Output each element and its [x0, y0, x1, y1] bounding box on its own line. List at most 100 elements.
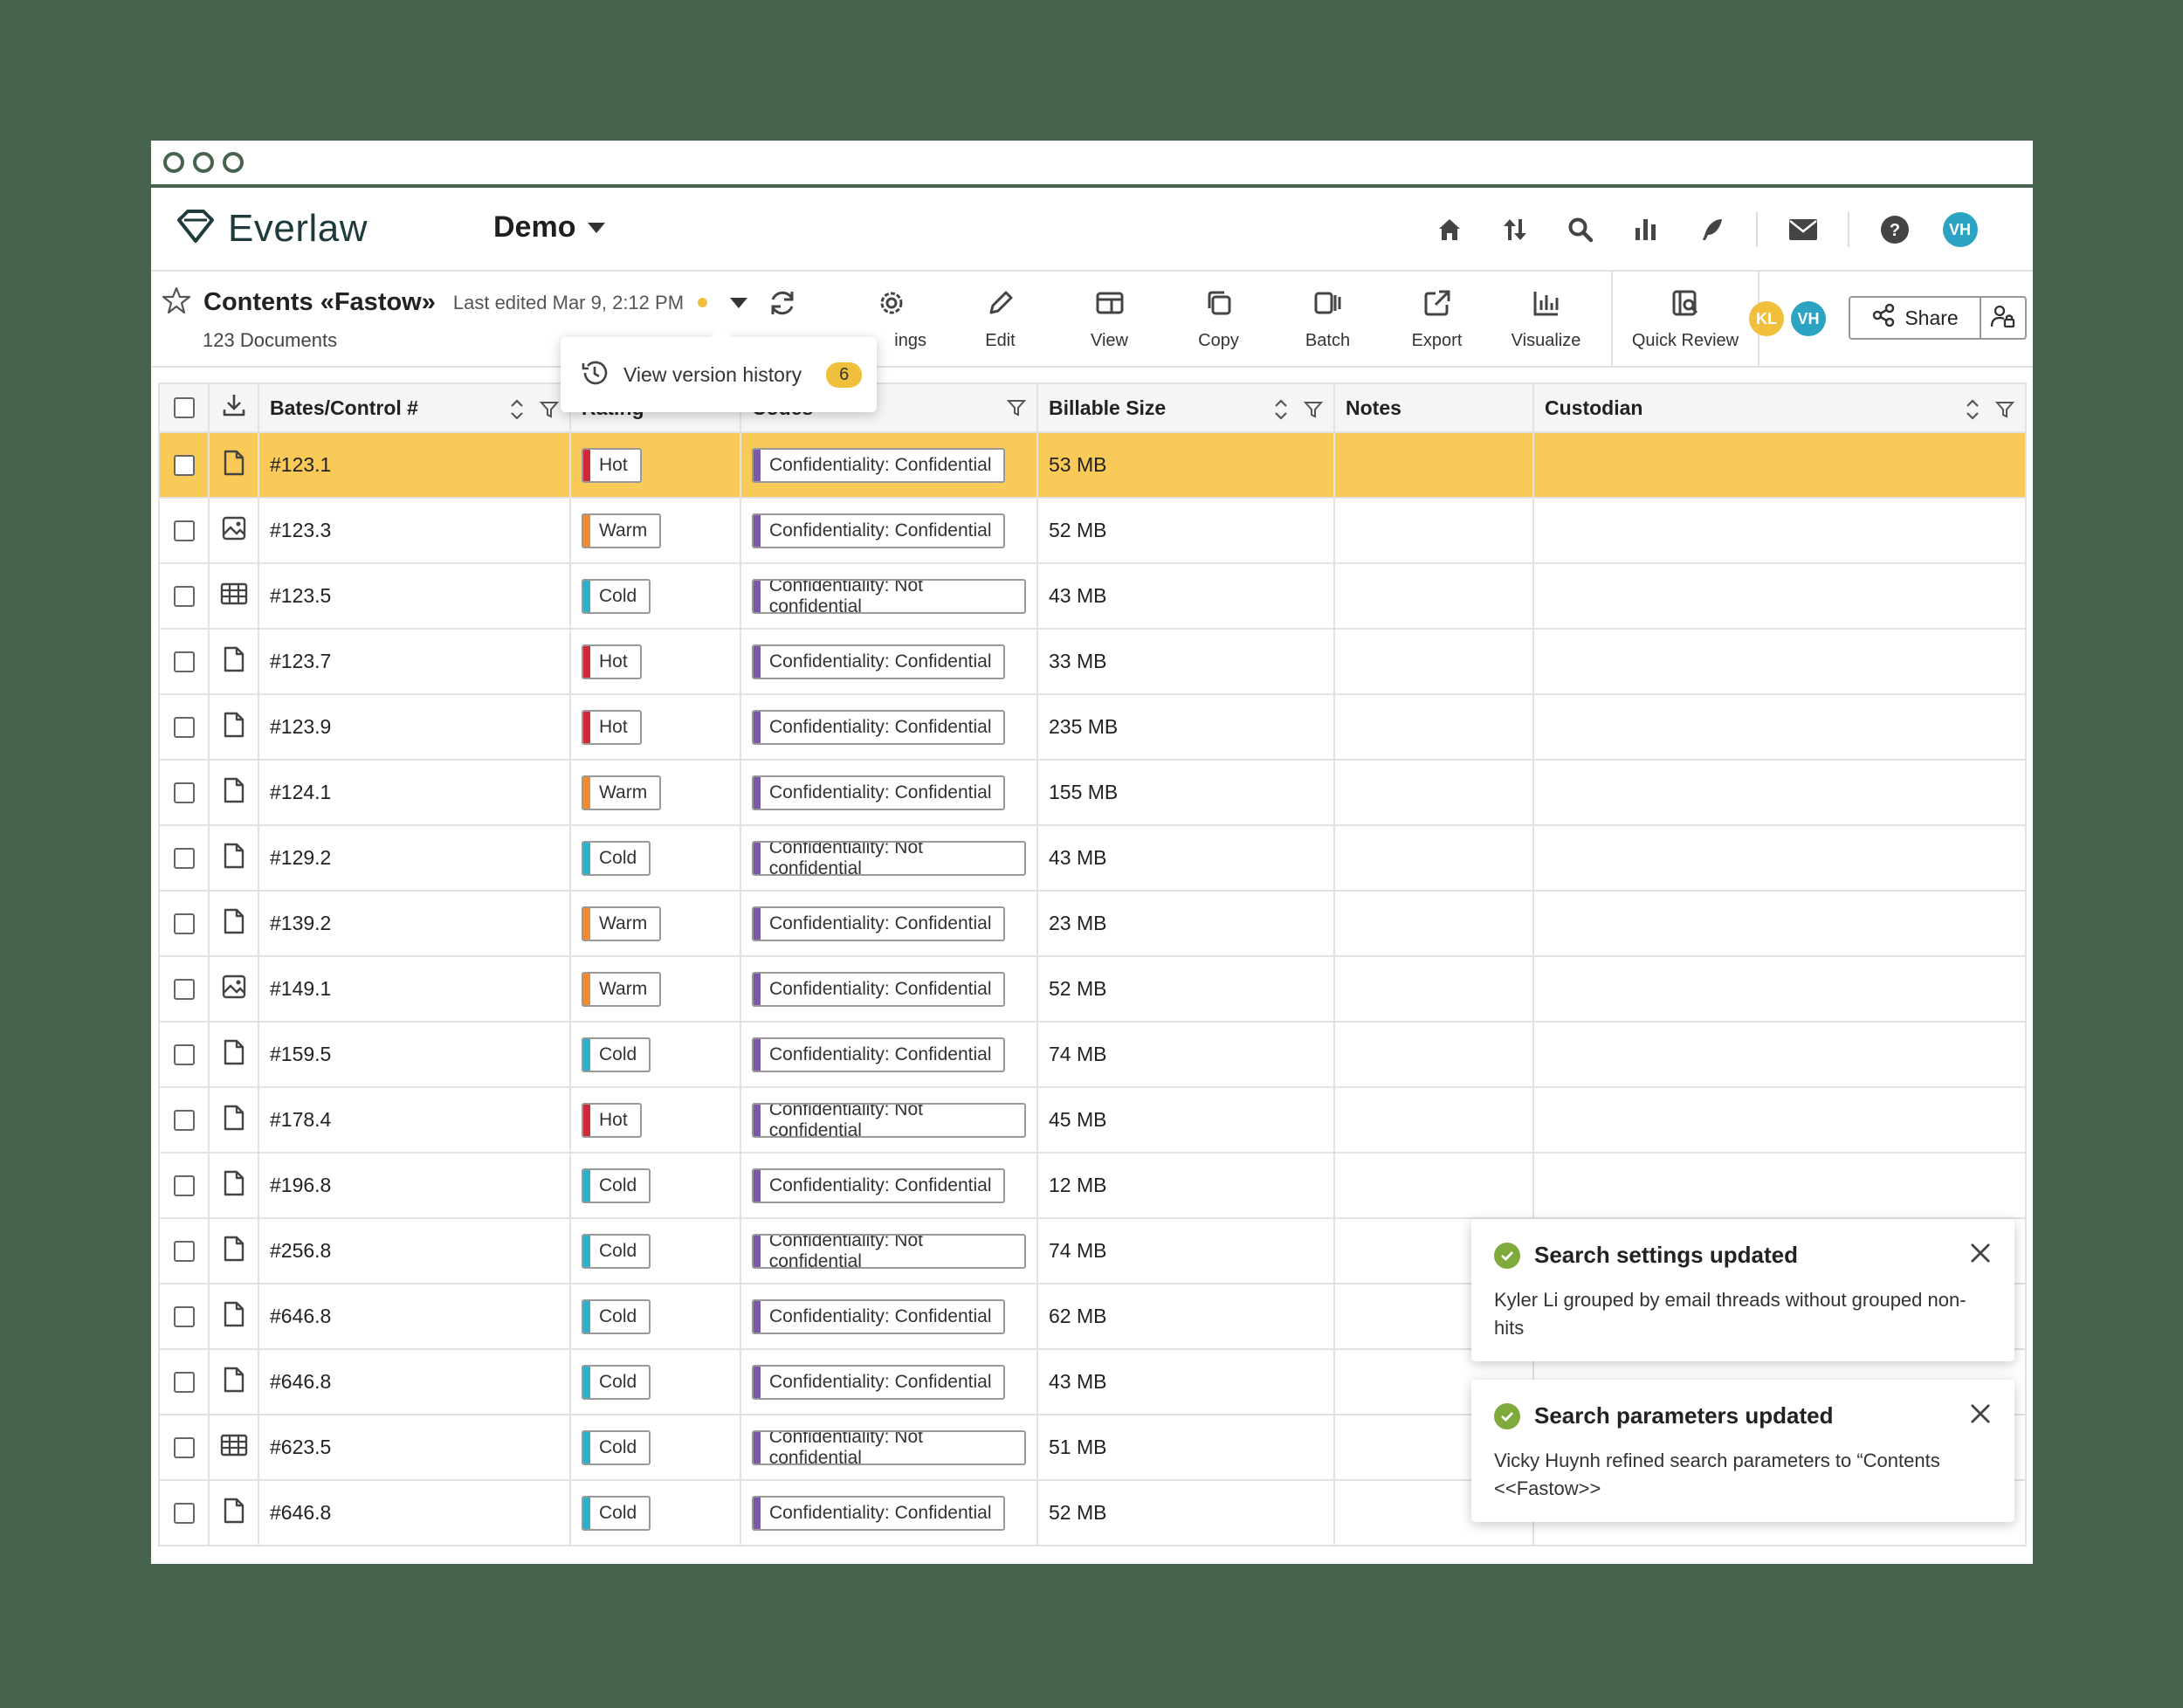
table-row[interactable]: #149.1 Warm Confidentiality: Confidential 5… [158, 957, 2027, 1023]
code-tag[interactable]: Confidentiality: Confidential [752, 1495, 1006, 1531]
table-row[interactable]: #646.8 Cold Confidentiality: Confidential 6… [158, 1284, 2027, 1350]
notes-cell[interactable] [1333, 957, 1532, 1021]
bates-cell[interactable]: #178.4 [258, 1088, 569, 1152]
bates-cell[interactable]: #646.8 [258, 1481, 569, 1545]
permissions-button[interactable] [1981, 298, 2025, 338]
rating-tag[interactable]: Cold [582, 1495, 651, 1531]
rating-cell[interactable]: Hot [569, 433, 740, 497]
code-tag[interactable]: Confidentiality: Confidential [752, 709, 1006, 745]
code-tag[interactable]: Confidentiality: Confidential [752, 447, 1006, 483]
rating-cell[interactable]: Cold [569, 1350, 740, 1414]
filter-icon[interactable] [1303, 400, 1324, 424]
row-checkbox[interactable] [173, 716, 195, 738]
codes-cell[interactable]: Confidentiality: Confidential [740, 892, 1036, 955]
row-checkbox[interactable] [173, 651, 195, 672]
bates-cell[interactable]: #623.5 [258, 1415, 569, 1479]
notes-cell[interactable] [1333, 1350, 1532, 1414]
notes-cell[interactable] [1333, 1154, 1532, 1217]
sort-toggle-icon[interactable] [1274, 398, 1288, 426]
filter-icon[interactable] [1006, 398, 1027, 423]
code-tag[interactable]: Confidentiality: Not confidential [752, 1233, 1026, 1269]
rating-cell[interactable]: Hot [569, 1088, 740, 1152]
share-button[interactable]: Share [1850, 298, 1981, 338]
close-icon[interactable] [1969, 1402, 1992, 1429]
rating-tag[interactable]: Cold [582, 840, 651, 876]
rating-tag[interactable]: Hot [582, 709, 642, 745]
table-row[interactable]: #123.9 Hot Confidentiality: Confidential 23… [158, 695, 2027, 761]
table-row[interactable]: #196.8 Cold Confidentiality: Confidential 1… [158, 1154, 2027, 1219]
rating-cell[interactable]: Warm [569, 761, 740, 824]
export-button[interactable]: Export [1382, 272, 1491, 366]
codes-cell[interactable]: Confidentiality: Confidential [740, 957, 1036, 1021]
table-row[interactable]: #646.8 Cold Confidentiality: Confidential 5… [158, 1481, 2027, 1546]
code-tag[interactable]: Confidentiality: Not confidential [752, 840, 1026, 876]
custodian-cell[interactable] [1532, 1023, 2027, 1086]
code-tag[interactable]: Confidentiality: Not confidential [752, 1102, 1026, 1138]
edit-button[interactable]: Edit [946, 272, 1055, 366]
table-row[interactable]: #178.4 Hot Confidentiality: Not confidenti… [158, 1088, 2027, 1154]
view-button[interactable]: View [1055, 272, 1164, 366]
bar-chart-icon[interactable] [1613, 210, 1678, 249]
window-control-maximize[interactable] [223, 152, 244, 173]
row-checkbox[interactable] [173, 520, 195, 541]
window-control-minimize[interactable] [193, 152, 214, 173]
code-tag[interactable]: Confidentiality: Confidential [752, 906, 1006, 941]
code-tag[interactable]: Confidentiality: Not confidential [752, 578, 1026, 614]
code-tag[interactable]: Confidentiality: Confidential [752, 971, 1006, 1007]
rating-tag[interactable]: Cold [582, 1429, 651, 1465]
column-header-size[interactable]: Billable Size [1036, 384, 1333, 431]
notes-cell[interactable] [1333, 433, 1532, 497]
rating-tag[interactable]: Warm [582, 513, 662, 548]
table-row[interactable]: #623.5 Cold Confidentiality: Not confident… [158, 1415, 2027, 1481]
rating-cell[interactable]: Cold [569, 1481, 740, 1545]
table-row[interactable]: #256.8 Cold Confidentiality: Not confident… [158, 1219, 2027, 1284]
table-row[interactable]: #123.1 Hot Confidentiality: Confidential 53… [158, 433, 2027, 499]
rating-tag[interactable]: Warm [582, 775, 662, 810]
user-avatar[interactable]: VH [1927, 210, 1993, 249]
rating-tag[interactable]: Warm [582, 971, 662, 1007]
row-checkbox[interactable] [173, 1502, 195, 1524]
bates-cell[interactable]: #129.2 [258, 826, 569, 890]
mail-icon[interactable] [1770, 210, 1835, 249]
rating-cell[interactable]: Hot [569, 630, 740, 693]
rating-tag[interactable]: Cold [582, 578, 651, 614]
rating-tag[interactable]: Cold [582, 1037, 651, 1072]
table-row[interactable]: #139.2 Warm Confidentiality: Confidential 2… [158, 892, 2027, 957]
codes-cell[interactable]: Confidentiality: Confidential [740, 1481, 1036, 1545]
version-dropdown-icon[interactable] [730, 297, 748, 308]
row-checkbox[interactable] [173, 782, 195, 803]
bates-cell[interactable]: #196.8 [258, 1154, 569, 1217]
rating-tag[interactable]: Hot [582, 644, 642, 679]
search-icon[interactable] [1547, 210, 1613, 249]
notes-cell[interactable] [1333, 695, 1532, 759]
bates-cell[interactable]: #646.8 [258, 1284, 569, 1348]
table-row[interactable]: #123.7 Hot Confidentiality: Confidential 33… [158, 630, 2027, 695]
rating-cell[interactable]: Warm [569, 892, 740, 955]
rating-tag[interactable]: Cold [582, 1233, 651, 1269]
window-control-close[interactable] [163, 152, 184, 173]
visualize-button[interactable]: Visualize [1491, 272, 1601, 366]
notes-cell[interactable] [1333, 1219, 1532, 1283]
bates-cell[interactable]: #123.1 [258, 433, 569, 497]
column-header-notes[interactable]: Notes [1333, 384, 1532, 431]
rating-tag[interactable]: Cold [582, 1167, 651, 1203]
rating-cell[interactable]: Cold [569, 1219, 740, 1283]
codes-cell[interactable]: Confidentiality: Not confidential [740, 1088, 1036, 1152]
pen-icon[interactable] [1678, 210, 1744, 249]
codes-cell[interactable]: Confidentiality: Confidential [740, 1284, 1036, 1348]
notes-cell[interactable] [1333, 1023, 1532, 1086]
code-tag[interactable]: Confidentiality: Confidential [752, 513, 1006, 548]
bates-cell[interactable]: #256.8 [258, 1219, 569, 1283]
row-checkbox[interactable] [173, 978, 195, 1000]
row-checkbox[interactable] [173, 1174, 195, 1196]
close-icon[interactable] [1969, 1242, 1992, 1269]
rating-cell[interactable]: Warm [569, 957, 740, 1021]
avatar[interactable]: KL [1749, 301, 1784, 336]
table-row[interactable]: #159.5 Cold Confidentiality: Confidential 7… [158, 1023, 2027, 1088]
codes-cell[interactable]: Confidentiality: Confidential [740, 761, 1036, 824]
row-checkbox[interactable] [173, 1240, 195, 1262]
row-checkbox[interactable] [173, 1371, 195, 1393]
bates-cell[interactable]: #123.9 [258, 695, 569, 759]
help-icon[interactable]: ? [1862, 210, 1927, 249]
sort-toggle-icon[interactable] [510, 398, 524, 426]
